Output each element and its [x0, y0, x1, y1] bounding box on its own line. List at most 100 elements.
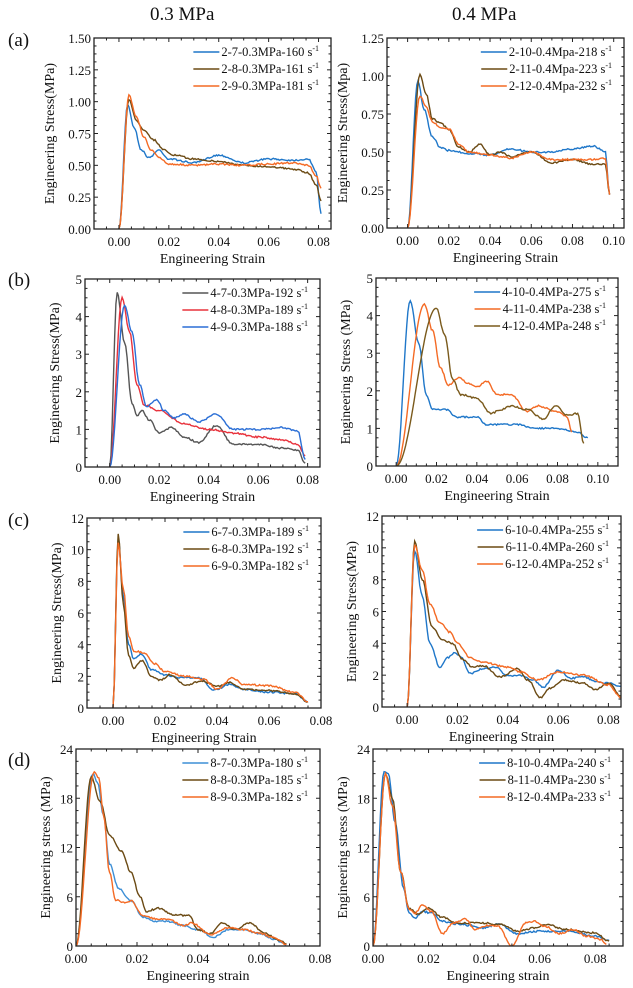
x-axis-label: Engineering Strain [150, 490, 255, 505]
y-tick-label: 6 [78, 606, 85, 621]
y-tick-label: 0 [367, 459, 374, 474]
y-tick-label: 1.00 [361, 69, 384, 84]
y-tick-label: 5 [76, 272, 83, 287]
x-tick-label: 0.08 [546, 471, 569, 486]
y-tick-label: 12 [60, 841, 73, 856]
x-tick-label: 0.10 [586, 471, 609, 486]
x-tick-label: 0.10 [602, 233, 625, 248]
y-tick-label: 1.50 [68, 31, 91, 46]
y-tick-label: 5 [367, 271, 374, 286]
x-axis-label: Engineering Strain [444, 489, 549, 504]
y-tick-label: 1 [76, 422, 83, 437]
y-tick-label: 6 [364, 890, 371, 905]
y-tick-label: 6 [373, 605, 380, 620]
legend-label: 6-8-0.3MPa-192 s-1 [211, 541, 309, 556]
legend-label: 2-9-0.3MPa-181 s-1 [221, 78, 319, 93]
x-tick-label: 0.02 [148, 472, 171, 487]
series-line-b-right-0 [395, 299, 589, 466]
y-tick-label: 4 [78, 638, 85, 653]
y-tick-label: 0 [364, 939, 371, 954]
x-tick-label: 0.02 [425, 471, 448, 486]
x-tick-label: 0.02 [437, 233, 460, 248]
legend-label: 6-10-0.4MPa-255 s-1 [505, 522, 609, 537]
y-tick-label: 18 [60, 791, 73, 806]
series-line-b-left-1 [109, 295, 306, 467]
y-axis-label: Engineering Stress(MPa) [48, 302, 63, 443]
y-tick-label: 1.25 [68, 63, 91, 78]
y-tick-label: 1.00 [68, 95, 91, 110]
x-tick-label: 0.08 [561, 233, 584, 248]
column-title-0.3mpa: 0.3 MPa [150, 4, 215, 25]
series-line-d-left-1 [76, 775, 287, 946]
y-tick-label: 12 [357, 841, 370, 856]
x-tick-label: 0.04 [479, 233, 502, 248]
series-line-a-right-1 [406, 72, 611, 228]
chart-b-right: 0.00 0.02 0.04 0.06 0.08 0.10 0 1 2 3 4 5 Engineerin… [339, 271, 619, 504]
legend-label: 6-9-0.3MPa-182 s-1 [211, 558, 309, 573]
y-tick-label: 2 [78, 669, 85, 684]
y-tick-label: 4 [373, 636, 380, 651]
series-line-a-left-1 [118, 98, 322, 229]
x-tick-label: 0.04 [207, 234, 230, 249]
x-tick-label: 0.08 [307, 234, 330, 249]
x-tick-label: 0.06 [528, 951, 551, 966]
y-tick-label: 8 [373, 573, 380, 588]
y-axis-label: Engineering stress (MPa) [39, 776, 54, 919]
y-tick-label: 2 [76, 385, 83, 400]
x-tick-label: 0.08 [597, 712, 620, 727]
x-tick-label: 0.00 [98, 472, 121, 487]
y-tick-label: 0 [373, 700, 380, 715]
y-tick-label: 8 [78, 574, 85, 589]
legend-label: 8-9-0.3MPa-182 s-1 [210, 789, 308, 804]
x-tick-label: 0.08 [309, 951, 332, 966]
x-tick-label: 0.04 [197, 472, 220, 487]
legend-label: 6-12-0.4MPa-252 s-1 [505, 556, 609, 571]
x-tick-label: 0.06 [258, 713, 281, 728]
y-tick-label: 6 [67, 890, 74, 905]
y-tick-label: 0.50 [68, 158, 91, 173]
x-tick-label: 0.04 [465, 471, 488, 486]
legend-label: 6-11-0.4MPa-260 s-1 [506, 539, 609, 554]
chart-b-left: 0.00 0.02 0.04 0.06 0.08 0 1 2 3 4 5 Engineering St… [48, 272, 321, 505]
x-tick-label: 0.02 [446, 712, 469, 727]
series-line-c-right-0 [406, 548, 621, 707]
series-line-a-right-2 [406, 95, 611, 228]
x-tick-label: 0.08 [310, 713, 333, 728]
y-tick-label: 4 [367, 309, 374, 324]
chart-d-right: 0.00 0.02 0.04 0.06 0.08 0 6 12 18 24 Engineering … [336, 742, 624, 984]
x-tick-label: 0.04 [206, 713, 229, 728]
legend-label: 8-10-0.4MPa-240 s-1 [507, 755, 611, 770]
legend-label: 4-11-0.4MPa-238 s-1 [503, 301, 606, 316]
y-tick-label: 24 [357, 742, 371, 757]
y-tick-label: 0.00 [68, 222, 91, 237]
series-line-b-left-2 [109, 304, 306, 467]
legend-label: 2-10-0.4Mpa-218 s-1 [509, 44, 612, 59]
x-tick-label: 0.00 [102, 713, 125, 728]
y-axis-label: Engineering Stress(MPa) [345, 541, 360, 682]
panel-letter-b: (b) [8, 270, 31, 291]
legend-label: 2-8-0.3MPa-161 s-1 [221, 61, 319, 76]
y-tick-label: 3 [367, 346, 374, 361]
legend-label: 8-7-0.3MPa-180 s-1 [210, 755, 308, 770]
column-title-0.4mpa: 0.4 MPa [452, 4, 517, 25]
y-axis-label: Engineering stress (MPa) [336, 776, 351, 919]
y-axis-label: Engineering Stress(MPa) [50, 542, 65, 683]
series-line-b-left-0 [109, 292, 306, 467]
legend-label: 2-12-0.4Mpa-232 s-1 [509, 78, 612, 93]
series-line-c-left-0 [112, 539, 309, 708]
y-tick-label: 0.50 [361, 145, 384, 160]
y-tick-label: 0 [76, 460, 83, 475]
chart-a-right: 0.00 0.02 0.04 0.06 0.08 0.10 0.00 0.25 0.50 0.75… [336, 31, 625, 266]
x-tick-label: 0.00 [396, 233, 419, 248]
y-tick-label: 12 [71, 511, 84, 526]
y-tick-label: 3 [76, 347, 83, 362]
legend-label: 4-9-0.3MPa-188 s-1 [210, 319, 308, 334]
series-line-b-right-1 [395, 302, 573, 466]
chart-a-left: 0.00 0.02 0.04 0.06 0.08 0.00 0.25 0.50 0.75 1.00… [43, 31, 332, 267]
series-line-a-left-2 [118, 93, 322, 229]
x-tick-label: 0.06 [506, 471, 529, 486]
chart-d-left: 0.00 0.02 0.04 0.06 0.08 0 6 12 18 24 Engineering … [39, 742, 331, 984]
y-tick-label: 0.75 [361, 107, 384, 122]
x-tick-label: 0.06 [247, 472, 270, 487]
